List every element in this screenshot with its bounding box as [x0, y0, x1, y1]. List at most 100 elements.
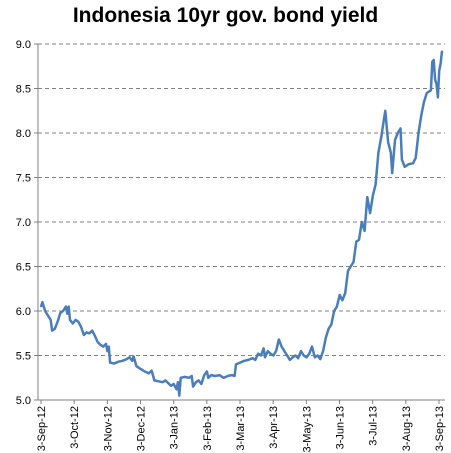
y-tick-label: 7.5: [16, 173, 31, 185]
axes: [34, 43, 445, 404]
data-point: [251, 357, 254, 360]
data-point: [369, 212, 371, 214]
data-point: [47, 314, 49, 317]
x-tick-label: 3-Nov-12: [102, 406, 114, 451]
data-point: [291, 356, 294, 359]
data-point: [280, 345, 283, 348]
data-point: [336, 305, 338, 308]
data-point: [305, 356, 308, 359]
data-point: [184, 376, 186, 378]
data-point: [366, 196, 369, 198]
x-tick-label: 3-Oct-12: [69, 406, 81, 449]
data-point: [167, 382, 169, 384]
data-point: [426, 92, 428, 94]
data-point: [297, 357, 300, 360]
data-point: [432, 59, 435, 61]
x-tick-labels: 3-Sep-12 3-Oct-12 3-Nov-12 3-Dec-12 3-Jan-13…: [36, 406, 446, 452]
data-point: [401, 158, 403, 161]
data-point: [384, 110, 387, 112]
data-point: [51, 329, 53, 332]
data-point: [355, 240, 358, 243]
data-point: [437, 96, 439, 99]
data-point: [233, 375, 236, 377]
data-point: [139, 368, 142, 370]
data-point: [435, 83, 438, 85]
data-point: [200, 383, 203, 385]
data-point: [278, 338, 280, 341]
data-point: [441, 50, 443, 52]
data-point: [44, 310, 46, 312]
data-point: [206, 370, 208, 373]
data-point: [374, 183, 377, 186]
data-point: [69, 319, 71, 321]
data-point: [148, 372, 150, 375]
data-point: [214, 375, 216, 377]
data-point: [314, 356, 316, 359]
x-tick-label: 3-Mar-13: [235, 406, 247, 451]
data-point: [431, 61, 434, 63]
data-point: [132, 355, 135, 358]
data-point: [66, 312, 69, 315]
data-point: [300, 350, 302, 352]
data-point: [65, 305, 67, 308]
data-point: [269, 352, 272, 355]
data-point: [380, 136, 383, 139]
data-point: [319, 358, 322, 360]
data-point: [394, 139, 396, 141]
data-point: [387, 141, 389, 143]
x-tick-label: 3-Feb-13: [202, 406, 214, 451]
data-point: [153, 379, 156, 382]
data-point: [143, 370, 146, 373]
data-point: [178, 394, 181, 397]
data-point: [257, 352, 259, 355]
data-point: [423, 101, 425, 103]
data-point: [333, 310, 335, 312]
data-point: [289, 359, 291, 361]
data-point: [192, 385, 194, 388]
x-tick-label: 3-Jun-13: [335, 406, 347, 449]
data-point: [88, 332, 91, 335]
data-point: [59, 312, 62, 314]
data-point: [349, 265, 352, 268]
data-point: [190, 375, 193, 377]
data-point: [197, 379, 200, 382]
data-point: [403, 166, 406, 168]
data-point: [390, 151, 392, 154]
data-point: [226, 375, 229, 377]
data-point: [77, 320, 80, 323]
data-point: [108, 345, 110, 348]
data-point: [412, 162, 414, 165]
data-point: [414, 157, 417, 159]
data-point: [302, 354, 305, 357]
data-point: [41, 301, 44, 303]
data-point: [207, 377, 210, 379]
data-point: [40, 305, 42, 308]
data-point: [308, 352, 311, 355]
y-tick-label: 6.0: [16, 306, 31, 318]
data-point: [125, 358, 128, 360]
data-point: [372, 194, 374, 197]
data-point: [235, 363, 237, 366]
data-point: [316, 354, 319, 357]
data-point: [135, 365, 138, 368]
y-tick-label: 5.5: [16, 351, 31, 363]
data-point: [106, 350, 109, 352]
data-point: [157, 380, 160, 383]
series-group: [39, 50, 444, 397]
data-point: [121, 360, 124, 362]
data-point: [94, 335, 96, 337]
data-point: [83, 334, 85, 336]
data-point: [179, 377, 182, 379]
data-point: [128, 356, 131, 359]
data-point: [105, 343, 107, 345]
data-point: [391, 172, 394, 174]
data-point: [341, 299, 344, 302]
data-point: [327, 328, 330, 330]
data-point: [330, 323, 333, 326]
data-point: [56, 320, 59, 323]
data-point: [72, 322, 74, 325]
data-point: [434, 78, 436, 81]
y-tick-label: 9.0: [16, 39, 31, 51]
data-point: [54, 328, 56, 330]
